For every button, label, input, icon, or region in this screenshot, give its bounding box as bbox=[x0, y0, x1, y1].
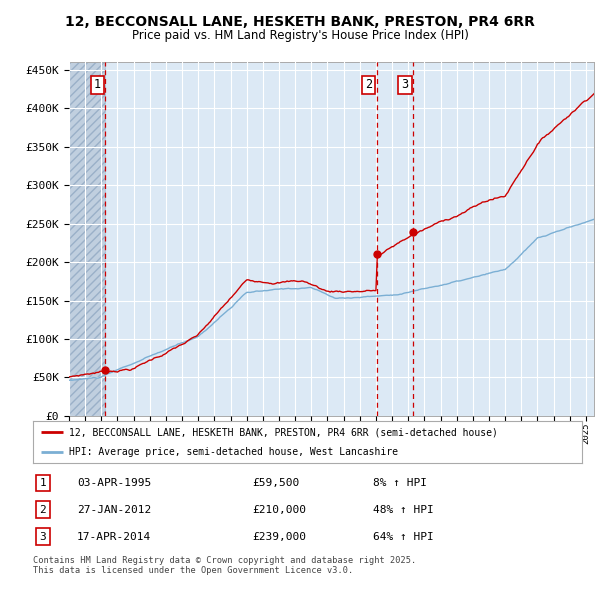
Text: Contains HM Land Registry data © Crown copyright and database right 2025.
This d: Contains HM Land Registry data © Crown c… bbox=[33, 556, 416, 575]
Text: £210,000: £210,000 bbox=[253, 505, 307, 514]
Text: 1: 1 bbox=[40, 478, 46, 488]
Text: 1: 1 bbox=[94, 78, 101, 91]
Text: 27-JAN-2012: 27-JAN-2012 bbox=[77, 505, 151, 514]
Text: 03-APR-1995: 03-APR-1995 bbox=[77, 478, 151, 488]
Text: 12, BECCONSALL LANE, HESKETH BANK, PRESTON, PR4 6RR (semi-detached house): 12, BECCONSALL LANE, HESKETH BANK, PREST… bbox=[68, 427, 497, 437]
Text: 2: 2 bbox=[365, 78, 373, 91]
Text: 3: 3 bbox=[40, 532, 46, 542]
Text: 2: 2 bbox=[40, 505, 46, 514]
Text: 8% ↑ HPI: 8% ↑ HPI bbox=[373, 478, 427, 488]
Bar bbox=[69, 62, 106, 416]
Text: HPI: Average price, semi-detached house, West Lancashire: HPI: Average price, semi-detached house,… bbox=[68, 447, 398, 457]
Text: 17-APR-2014: 17-APR-2014 bbox=[77, 532, 151, 542]
Text: £59,500: £59,500 bbox=[253, 478, 300, 488]
Text: 3: 3 bbox=[401, 78, 409, 91]
Text: Price paid vs. HM Land Registry's House Price Index (HPI): Price paid vs. HM Land Registry's House … bbox=[131, 30, 469, 42]
Bar bbox=[69, 62, 106, 416]
Text: 48% ↑ HPI: 48% ↑ HPI bbox=[373, 505, 434, 514]
Text: £239,000: £239,000 bbox=[253, 532, 307, 542]
Text: 12, BECCONSALL LANE, HESKETH BANK, PRESTON, PR4 6RR: 12, BECCONSALL LANE, HESKETH BANK, PREST… bbox=[65, 15, 535, 29]
Text: 64% ↑ HPI: 64% ↑ HPI bbox=[373, 532, 434, 542]
